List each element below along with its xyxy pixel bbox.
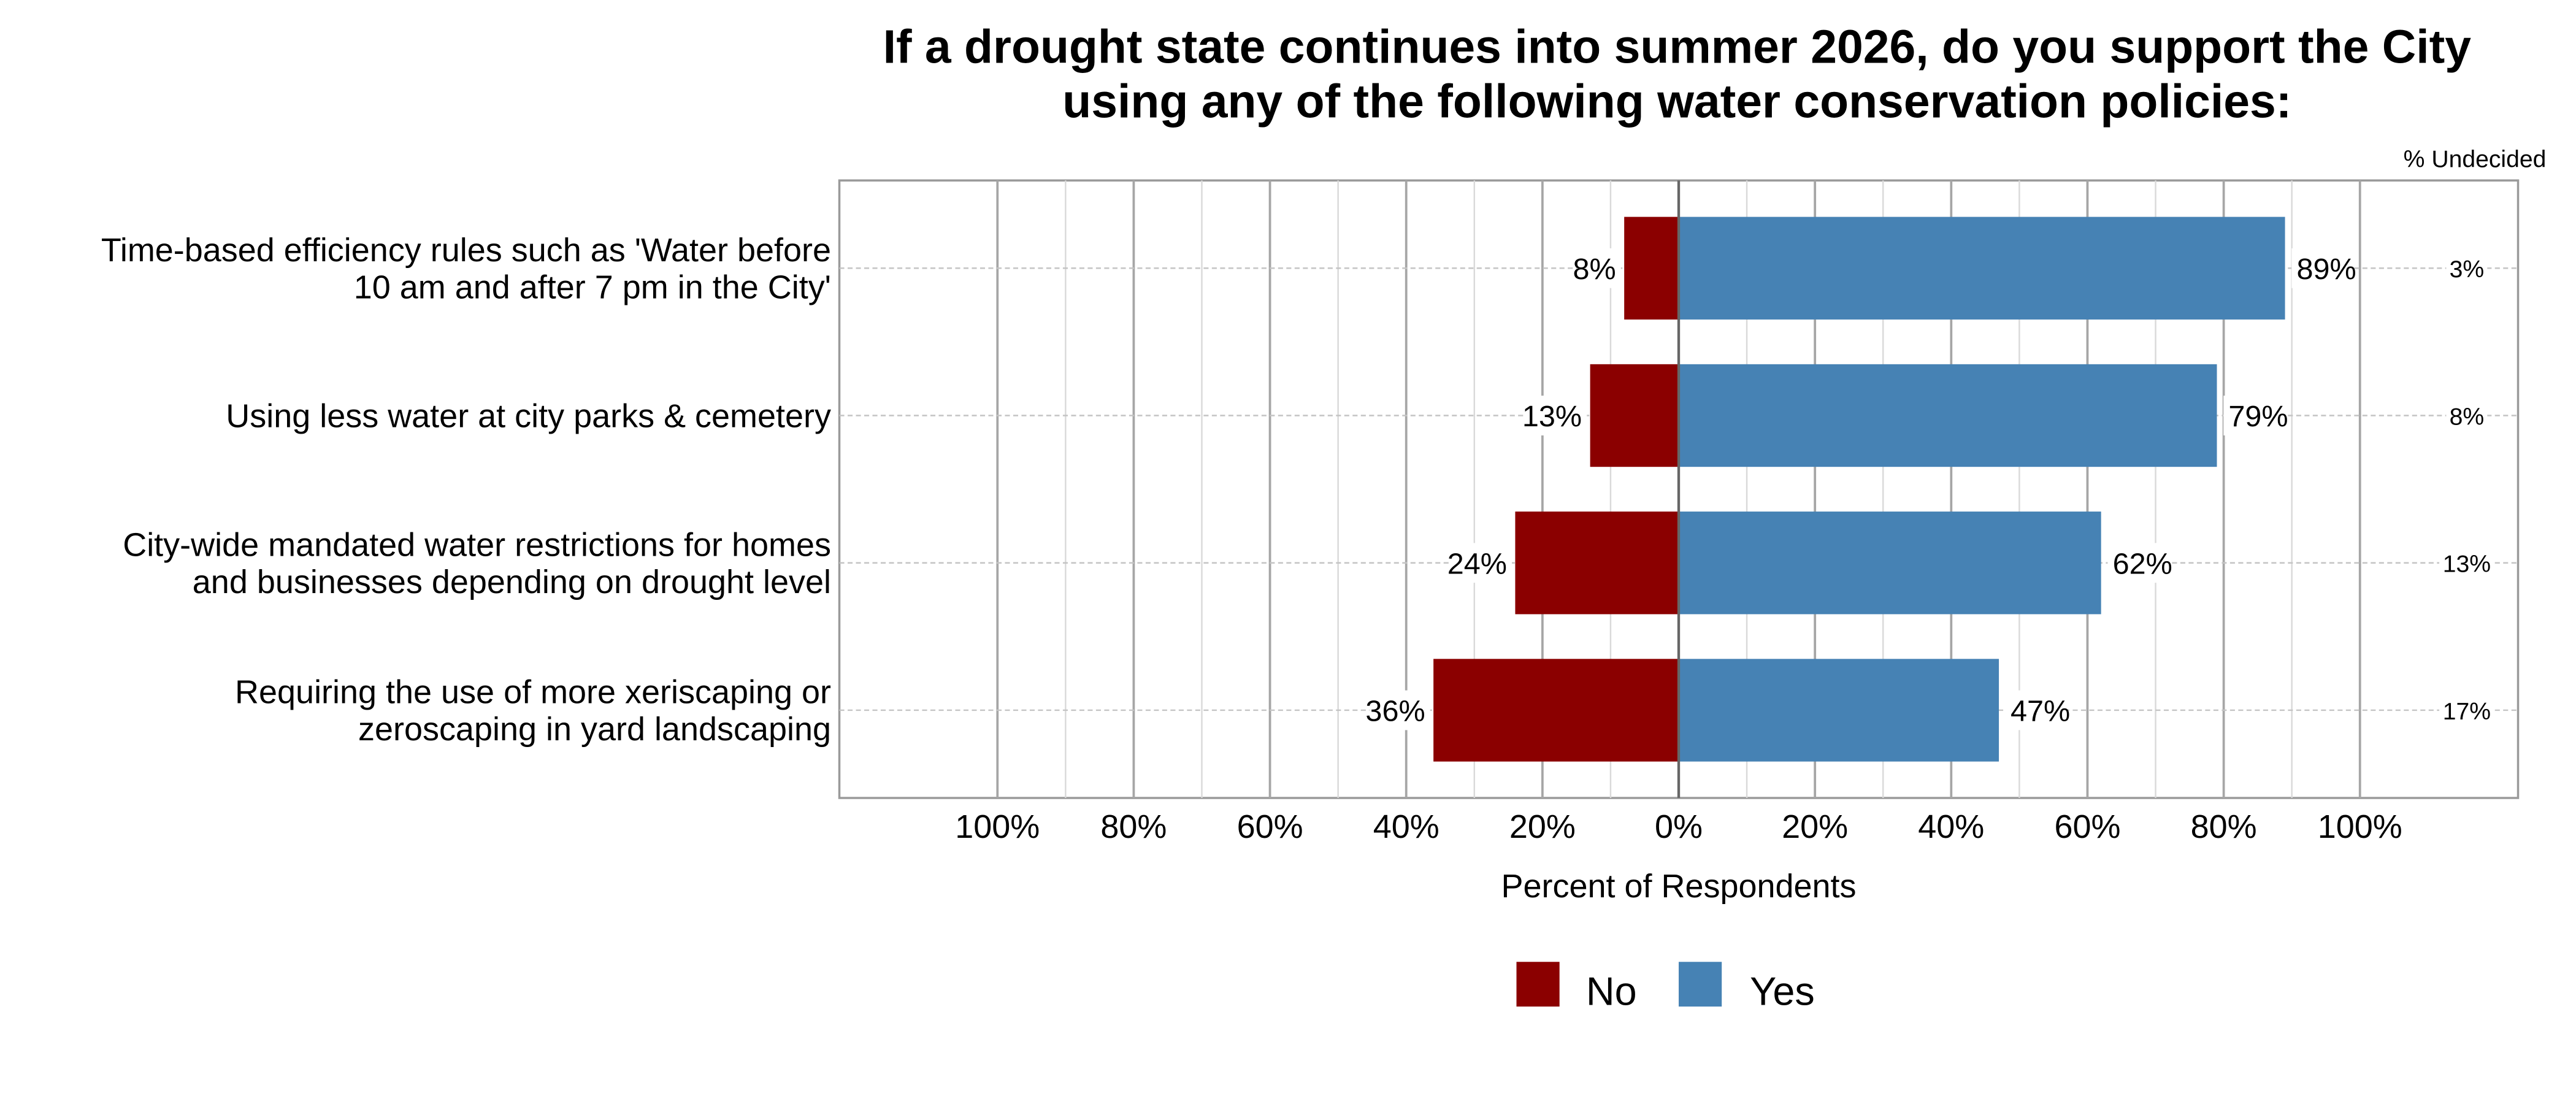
legend-label-yes: Yes [1750, 968, 1815, 1013]
x-tick-label: 60% [2054, 808, 2120, 845]
chart-title-line: If a drought state continues into summer… [883, 21, 2472, 74]
undecided-label-background [2439, 693, 2494, 727]
data-label-background [1526, 396, 1587, 435]
data-label-background [1451, 543, 1512, 583]
category-label: and businesses depending on drought leve… [193, 564, 831, 600]
undecided-label-background [2439, 546, 2494, 580]
undecided-label-background [2446, 399, 2488, 432]
undecided-label: 13% [2443, 551, 2491, 578]
data-label-no: 8% [1573, 253, 1616, 286]
x-tick-label: 100% [2318, 808, 2402, 845]
category-label: Time-based efficiency rules such as 'Wat… [101, 232, 831, 269]
x-tick-label: 0% [1655, 808, 1703, 845]
undecided-label: 3% [2450, 256, 2485, 283]
x-tick-label: 40% [1918, 808, 1984, 845]
category-label: 10 am and after 7 pm in the City' [354, 269, 831, 306]
legend-swatch-no [1516, 962, 1560, 1007]
category-labels: Time-based efficiency rules such as 'Wat… [101, 232, 831, 748]
bar-no [1590, 364, 1679, 467]
bar-yes [1679, 217, 2285, 320]
data-label-background [2005, 690, 2066, 730]
data-label-yes: 79% [2228, 400, 2288, 433]
x-tick-label: 40% [1373, 808, 1439, 845]
category-label: zeroscaping in yard landscaping [358, 711, 831, 748]
data-label-no: 13% [1522, 400, 1582, 433]
x-tick-label: 80% [1100, 808, 1167, 845]
bar-yes [1679, 659, 1999, 762]
data-label-yes: 47% [2011, 695, 2070, 728]
data-labels: 8% 89% 3% 13% 79% 8% 24% 62% 13% 36% 47% 17% [1365, 248, 2494, 730]
undecided-label-background [2446, 251, 2488, 285]
data-label-no: 36% [1365, 695, 1425, 728]
x-tick-label: 100% [955, 808, 1040, 845]
data-label-yes: 62% [2113, 547, 2172, 580]
data-label-yes: 89% [2296, 253, 2356, 286]
undecided-header: % Undecided [2404, 147, 2547, 173]
x-tick-label: 80% [2191, 808, 2257, 845]
x-tick-label: 20% [1509, 808, 1576, 845]
legend: No Yes [1516, 962, 1815, 1013]
data-label-background [2107, 543, 2169, 583]
x-tick-label: 20% [1782, 808, 1848, 845]
legend-swatch-yes [1679, 962, 1722, 1007]
x-tick-label: 60% [1237, 808, 1303, 845]
data-label-background [1577, 248, 1621, 288]
category-label: City-wide mandated water restrictions fo… [123, 526, 831, 563]
bar-no [1433, 659, 1679, 762]
data-label-no: 24% [1447, 547, 1507, 580]
x-axis-tick-labels: 100% 80% 60% 40% 20% 0% 20% 40% 60% 80% 100% [955, 808, 2402, 845]
category-label: Using less water at city parks & cemeter… [226, 397, 831, 434]
bar-yes [1679, 512, 2101, 615]
data-label-background [2223, 396, 2285, 435]
bar-no [1624, 217, 1679, 320]
data-label-background [2291, 248, 2353, 288]
category-label: Requiring the use of more xeriscaping or [235, 673, 831, 710]
legend-label-no: No [1586, 968, 1637, 1013]
bar-no [1515, 512, 1679, 615]
undecided-label: 8% [2450, 404, 2485, 430]
chart-title: If a drought state continues into summer… [883, 21, 2472, 128]
x-axis-title: Percent of Respondents [1501, 868, 1857, 905]
chart-title-line: using any of the following water conserv… [1062, 75, 2291, 128]
bars [1433, 180, 2285, 799]
bar-yes [1679, 364, 2217, 467]
data-label-background [1369, 690, 1430, 730]
undecided-label: 17% [2443, 699, 2491, 725]
